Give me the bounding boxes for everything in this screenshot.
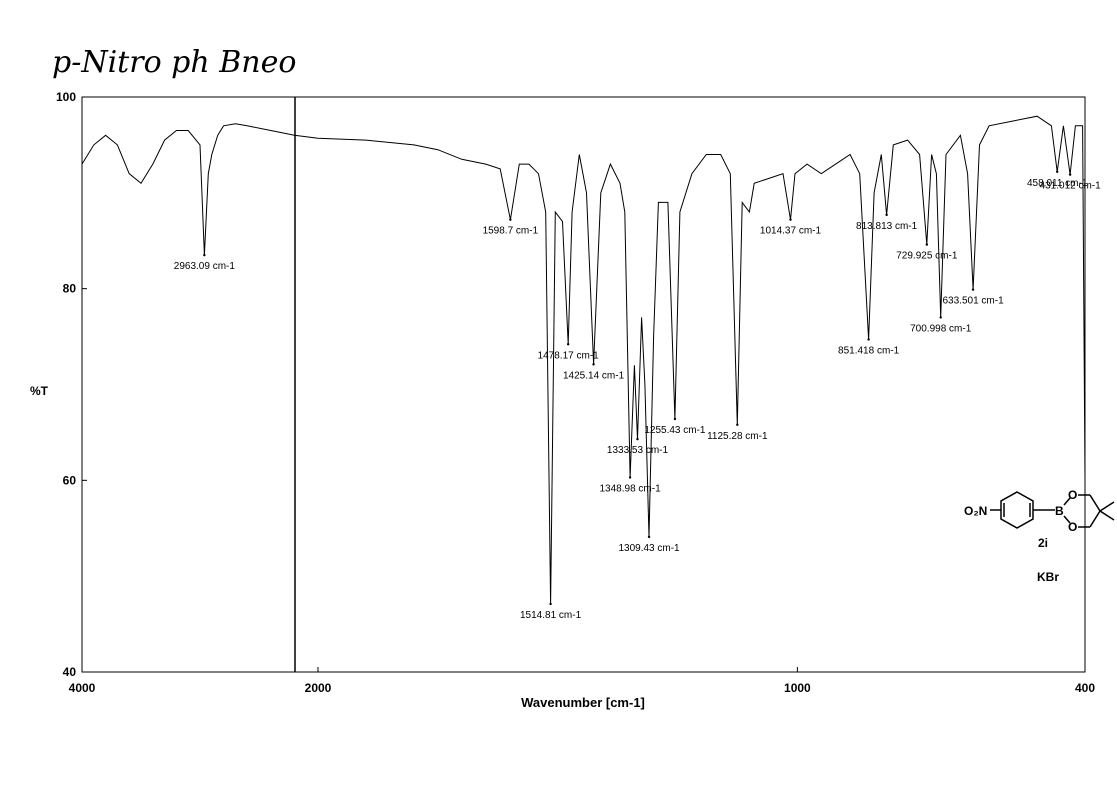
bond <box>1099 510 1115 521</box>
structure-nitro: O₂N <box>964 504 987 518</box>
peak-label: 1333.53 cm-1 <box>607 445 669 456</box>
peak-marker <box>925 243 929 246</box>
y-tick-label: 100 <box>56 90 76 104</box>
peak-marker <box>885 213 888 217</box>
peak-label: 1478.17 cm-1 <box>538 350 600 361</box>
y-tick-label: 80 <box>63 282 77 296</box>
peak-marker <box>592 363 595 366</box>
peak-marker <box>566 343 570 346</box>
x-tick-label: 2000 <box>305 681 332 695</box>
bond <box>1089 510 1101 528</box>
peak-label: 1598.7 cm-1 <box>483 226 539 237</box>
plot-frame <box>81 96 1086 673</box>
peak-marker <box>789 218 792 221</box>
handwritten-title: p-Nitro ph Bneo <box>52 45 296 80</box>
medium-label: KBr <box>1037 570 1059 584</box>
structure <box>990 491 1115 529</box>
peak-label: 1014.37 cm-1 <box>760 226 822 237</box>
y-tick-label: 60 <box>63 473 77 487</box>
peak-marker <box>867 338 870 341</box>
peak-marker <box>636 437 639 441</box>
peak-marker <box>647 535 651 539</box>
peak-marker <box>1068 173 1072 176</box>
peak-label: 729.925 cm-1 <box>896 251 958 262</box>
peak-label: 700.998 cm-1 <box>910 323 972 334</box>
peak-label: 2963.09 cm-1 <box>174 261 236 272</box>
peak-label: 431.012 cm-1 <box>1040 181 1102 192</box>
bond <box>1063 515 1071 524</box>
x-tick-label: 1000 <box>784 681 811 695</box>
peak-marker <box>203 253 206 257</box>
structure-oxygen: O <box>1068 488 1077 502</box>
x-axis-label: Wavenumber [cm-1] <box>521 695 645 710</box>
bond <box>1089 494 1101 512</box>
spectrum-line <box>81 115 1086 605</box>
x-tick-label: 4000 <box>69 681 96 695</box>
peak-marker <box>509 218 512 221</box>
peak-marker <box>736 423 739 426</box>
benzene-ring <box>1000 491 1034 529</box>
bond <box>1099 501 1115 512</box>
peak-label: 633.501 cm-1 <box>942 296 1004 307</box>
peak-label: 1255.43 cm-1 <box>644 425 706 436</box>
compound-label: 2i <box>1038 536 1048 550</box>
peak-marker <box>971 288 975 291</box>
peak-marker <box>628 476 632 479</box>
peak-marker <box>1055 170 1059 173</box>
structure-boron: B <box>1055 504 1064 518</box>
peak-label: 1514.81 cm-1 <box>520 610 582 621</box>
peak-label: 851.418 cm-1 <box>838 345 900 356</box>
structure-oxygen: O <box>1068 520 1077 534</box>
peak-label: 813.813 cm-1 <box>856 221 918 232</box>
peak-label: 458.011 cm-1 <box>1027 178 1088 189</box>
x-tick-label: 400 <box>1075 681 1095 695</box>
bond <box>1063 497 1071 506</box>
y-axis-label: %T <box>30 384 49 398</box>
y-tick-label: 40 <box>63 665 77 679</box>
peak-label: 1125.28 cm-1 <box>707 431 768 442</box>
peak-label: 1309.43 cm-1 <box>618 543 680 554</box>
peak-label: 1425.14 cm-1 <box>563 370 625 381</box>
peak-marker <box>939 316 942 319</box>
peak-marker <box>549 602 552 606</box>
peak-label: 1348.98 cm-1 <box>600 483 662 494</box>
peak-marker <box>673 417 677 421</box>
